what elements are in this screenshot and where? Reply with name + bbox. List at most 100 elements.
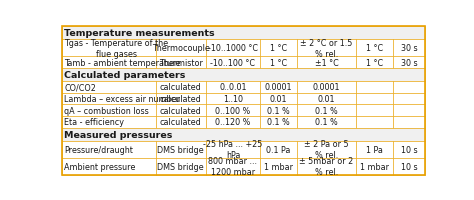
Bar xyxy=(393,81,426,93)
Bar xyxy=(62,116,156,128)
Bar xyxy=(62,105,156,116)
Text: Measured pressures: Measured pressures xyxy=(64,130,173,139)
Bar xyxy=(356,141,393,158)
Text: DMS bridge: DMS bridge xyxy=(157,145,204,154)
Text: 0.01: 0.01 xyxy=(270,94,287,103)
Text: qA – combustion loss: qA – combustion loss xyxy=(64,106,149,115)
Bar xyxy=(62,57,156,69)
Bar xyxy=(206,158,260,175)
Text: Temperature measurements: Temperature measurements xyxy=(64,29,215,38)
Text: 1 mbar: 1 mbar xyxy=(360,162,389,171)
Bar xyxy=(297,40,356,57)
Bar xyxy=(297,81,356,93)
Text: Thermistor: Thermistor xyxy=(159,58,203,67)
Bar xyxy=(260,57,297,69)
Bar xyxy=(156,81,206,93)
Text: 0.1 %: 0.1 % xyxy=(267,106,290,115)
Text: calculated: calculated xyxy=(160,106,201,115)
Text: calculated: calculated xyxy=(160,83,201,92)
Bar xyxy=(393,105,426,116)
Text: CO/CO2: CO/CO2 xyxy=(64,83,96,92)
Text: 0.1 Pa: 0.1 Pa xyxy=(266,145,291,154)
Bar xyxy=(206,93,260,105)
Bar xyxy=(62,40,156,57)
Bar xyxy=(206,40,260,57)
Bar xyxy=(62,81,156,93)
Bar xyxy=(393,141,426,158)
Bar xyxy=(356,93,393,105)
Text: calculated: calculated xyxy=(160,94,201,103)
Text: 10 s: 10 s xyxy=(401,145,418,154)
Text: 1 Pa: 1 Pa xyxy=(366,145,383,154)
Bar xyxy=(156,158,206,175)
Text: 1 °C: 1 °C xyxy=(366,44,383,53)
Bar xyxy=(206,116,260,128)
Bar xyxy=(260,93,297,105)
Text: Lambda – excess air number: Lambda – excess air number xyxy=(64,94,180,103)
Bar xyxy=(297,105,356,116)
Bar xyxy=(156,93,206,105)
Text: Eta - efficiency: Eta - efficiency xyxy=(64,118,124,127)
Text: Calculated parameters: Calculated parameters xyxy=(64,71,186,79)
Bar xyxy=(297,158,356,175)
Bar xyxy=(297,93,356,105)
Text: 10 s: 10 s xyxy=(401,162,418,171)
Text: 0.1 %: 0.1 % xyxy=(315,106,338,115)
Text: ± 5mbar or 2
% rel.: ± 5mbar or 2 % rel. xyxy=(300,156,354,176)
Text: calculated: calculated xyxy=(160,118,201,127)
Text: 0..0.01: 0..0.01 xyxy=(219,83,246,92)
Text: ±1 °C: ±1 °C xyxy=(315,58,338,67)
Bar xyxy=(156,141,206,158)
Bar xyxy=(297,141,356,158)
Bar xyxy=(297,116,356,128)
Text: 0.0001: 0.0001 xyxy=(265,83,292,92)
Bar xyxy=(356,105,393,116)
Text: 30 s: 30 s xyxy=(401,58,418,67)
Text: 1 °C: 1 °C xyxy=(270,44,287,53)
Text: DMS bridge: DMS bridge xyxy=(157,162,204,171)
Bar xyxy=(393,116,426,128)
Text: Thermocouple: Thermocouple xyxy=(152,44,210,53)
Bar xyxy=(156,116,206,128)
Text: 0.01: 0.01 xyxy=(318,94,335,103)
Bar xyxy=(62,27,426,40)
Bar xyxy=(393,158,426,175)
Text: 0..100 %: 0..100 % xyxy=(215,106,251,115)
Text: 0..120 %: 0..120 % xyxy=(215,118,251,127)
Bar xyxy=(297,57,356,69)
Bar xyxy=(260,158,297,175)
Bar xyxy=(260,116,297,128)
Text: 800 mbar ...
1200 mbar: 800 mbar ... 1200 mbar xyxy=(209,156,257,176)
Bar xyxy=(393,57,426,69)
Text: 0.0001: 0.0001 xyxy=(313,83,340,92)
Bar xyxy=(62,69,426,81)
Bar xyxy=(260,81,297,93)
Bar xyxy=(356,116,393,128)
Bar xyxy=(356,40,393,57)
Text: 30 s: 30 s xyxy=(401,44,418,53)
Text: Ambient pressure: Ambient pressure xyxy=(64,162,136,171)
Bar xyxy=(156,40,206,57)
Bar xyxy=(156,57,206,69)
Bar xyxy=(206,57,260,69)
Text: 1 mbar: 1 mbar xyxy=(264,162,293,171)
Bar xyxy=(206,81,260,93)
Bar xyxy=(356,57,393,69)
Bar xyxy=(356,81,393,93)
Text: 0.1 %: 0.1 % xyxy=(267,118,290,127)
Bar xyxy=(62,128,426,141)
Text: 1 °C: 1 °C xyxy=(366,58,383,67)
Text: 1..10: 1..10 xyxy=(223,94,243,103)
Text: -10..100 °C: -10..100 °C xyxy=(210,58,255,67)
Text: Tamb - ambient temperature: Tamb - ambient temperature xyxy=(64,58,181,67)
Bar xyxy=(206,105,260,116)
Bar xyxy=(356,158,393,175)
Bar xyxy=(206,141,260,158)
Bar xyxy=(62,158,156,175)
Text: -25 hPa ... +25
hPa: -25 hPa ... +25 hPa xyxy=(203,139,263,159)
Text: ± 2 °C or 1.5
% rel.: ± 2 °C or 1.5 % rel. xyxy=(301,38,353,58)
Bar xyxy=(260,105,297,116)
Bar xyxy=(393,93,426,105)
Bar xyxy=(260,141,297,158)
Text: Pressure/draught: Pressure/draught xyxy=(64,145,133,154)
